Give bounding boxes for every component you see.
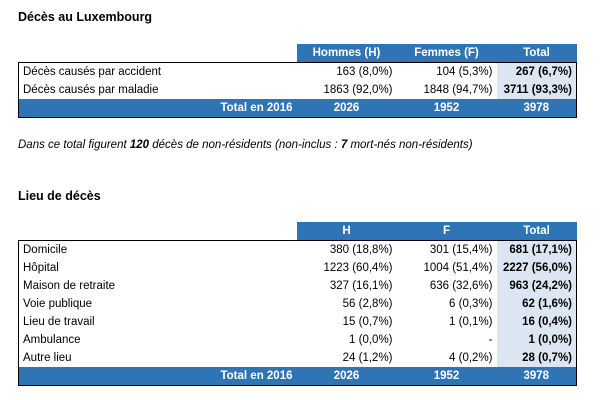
cell-total: 28 (0,7%): [496, 349, 577, 367]
deaths-cause-table: Hommes (H) Femmes (F) Total Décès causés…: [18, 44, 577, 118]
death-place-table: H F Total Domicile 380 (18,8%) 301 (15,4%)…: [18, 222, 577, 386]
row-label: Domicile: [23, 244, 68, 256]
cell-f: 6 (0,3%): [449, 298, 493, 310]
cell-total: 16 (0,4%): [496, 313, 577, 331]
cell-f: 1 (0,1%): [449, 316, 493, 328]
row-label: Décès causés par accident: [23, 66, 162, 78]
row-label: Maison de retraite: [23, 280, 116, 292]
row-label: Hôpital: [23, 262, 59, 274]
table-row: Maison de retraite 327 (16,1%) 636 (32,6%)…: [19, 277, 577, 295]
cell-h: 15 (0,7%): [342, 316, 393, 328]
section-title-lieu: Lieu de décès: [18, 189, 101, 203]
table-row: Domicile 380 (18,8%) 301 (15,4%) 681 (17,1%…: [19, 240, 577, 259]
total-label: Total en 2016: [18, 367, 297, 386]
cell-h: 24 (1,2%): [342, 352, 393, 364]
column-header-total: Total: [496, 222, 577, 241]
cell-f: 1004 (51,4%): [423, 262, 493, 274]
column-header-h: H: [296, 222, 397, 241]
table-row: Hôpital 1223 (60,4%) 1004 (51,4%) 2227 (56,…: [19, 259, 577, 277]
cell-total: 1 (0,0%): [496, 331, 577, 349]
total-h: 2026: [296, 99, 397, 118]
cell-h: 1223 (60,4%): [323, 262, 393, 274]
row-label: Autre lieu: [23, 352, 72, 364]
cell-f: 301 (15,4%): [429, 244, 493, 256]
cell-total: 62 (1,6%): [496, 295, 577, 313]
table-row: Décès causés par accident 163 (8,0%) 104 (…: [19, 62, 577, 81]
cell-h: 56 (2,8%): [342, 298, 393, 310]
total-label: Total en 2016: [18, 99, 297, 118]
section-title-deces: Décès au Luxembourg: [18, 10, 153, 24]
row-label: Ambulance: [23, 334, 81, 346]
cell-total: 681 (17,1%): [496, 240, 577, 259]
cell-total: 963 (24,2%): [496, 277, 577, 295]
column-header-hommes: Hommes (H): [296, 44, 397, 63]
cell-h: 327 (16,1%): [329, 280, 393, 292]
column-header-f: F: [396, 222, 497, 241]
cell-f: 636 (32,6%): [429, 280, 493, 292]
total-f: 1952: [396, 367, 497, 386]
table-row: Décès causés par maladie 1863 (92,0%) 1848…: [19, 81, 577, 99]
table-row: Autre lieu 24 (1,2%) 4 (0,2%) 28 (0,7%): [19, 349, 577, 367]
cell-h: 380 (18,8%): [329, 244, 393, 256]
cell-f: 4 (0,2%): [449, 352, 493, 364]
total-all: 3978: [496, 99, 577, 118]
column-header-empty: [19, 44, 297, 63]
row-label: Lieu de travail: [23, 316, 95, 328]
total-h: 2026: [296, 367, 397, 386]
table-row: Lieu de travail 15 (0,7%) 1 (0,1%) 16 (0,4%…: [19, 313, 577, 331]
cell-f: 104 (5,3%): [436, 66, 493, 78]
row-label: Décès causés par maladie: [23, 84, 159, 96]
total-f: 1952: [396, 99, 497, 118]
cell-h: 163 (8,0%): [336, 66, 393, 78]
total-row: Total en 2016 2026 1952 3978: [18, 99, 577, 118]
cell-h: 1 (0,0%): [349, 334, 393, 346]
cell-total: 3711 (93,3%): [496, 81, 577, 99]
cell-h: 1863 (92,0%): [323, 84, 393, 96]
column-header-total: Total: [496, 44, 577, 63]
non-residents-note: Dans ce total figurent 120 décès de non-…: [18, 139, 473, 151]
cell-f: 1848 (94,7%): [423, 84, 493, 96]
total-row: Total en 2016 2026 1952 3978: [18, 367, 577, 386]
table-row: Ambulance 1 (0,0%) -1 (0,0%): [19, 331, 577, 349]
column-header-femmes: Femmes (F): [396, 44, 497, 63]
column-header-empty: [19, 222, 297, 241]
cell-f: -: [488, 334, 493, 346]
total-all: 3978: [496, 367, 577, 386]
row-label: Voie publique: [23, 298, 93, 310]
cell-total: 267 (6,7%): [496, 62, 577, 81]
cell-total: 2227 (56,0%): [496, 259, 577, 277]
table-row: Voie publique 56 (2,8%) 6 (0,3%) 62 (1,6%): [19, 295, 577, 313]
